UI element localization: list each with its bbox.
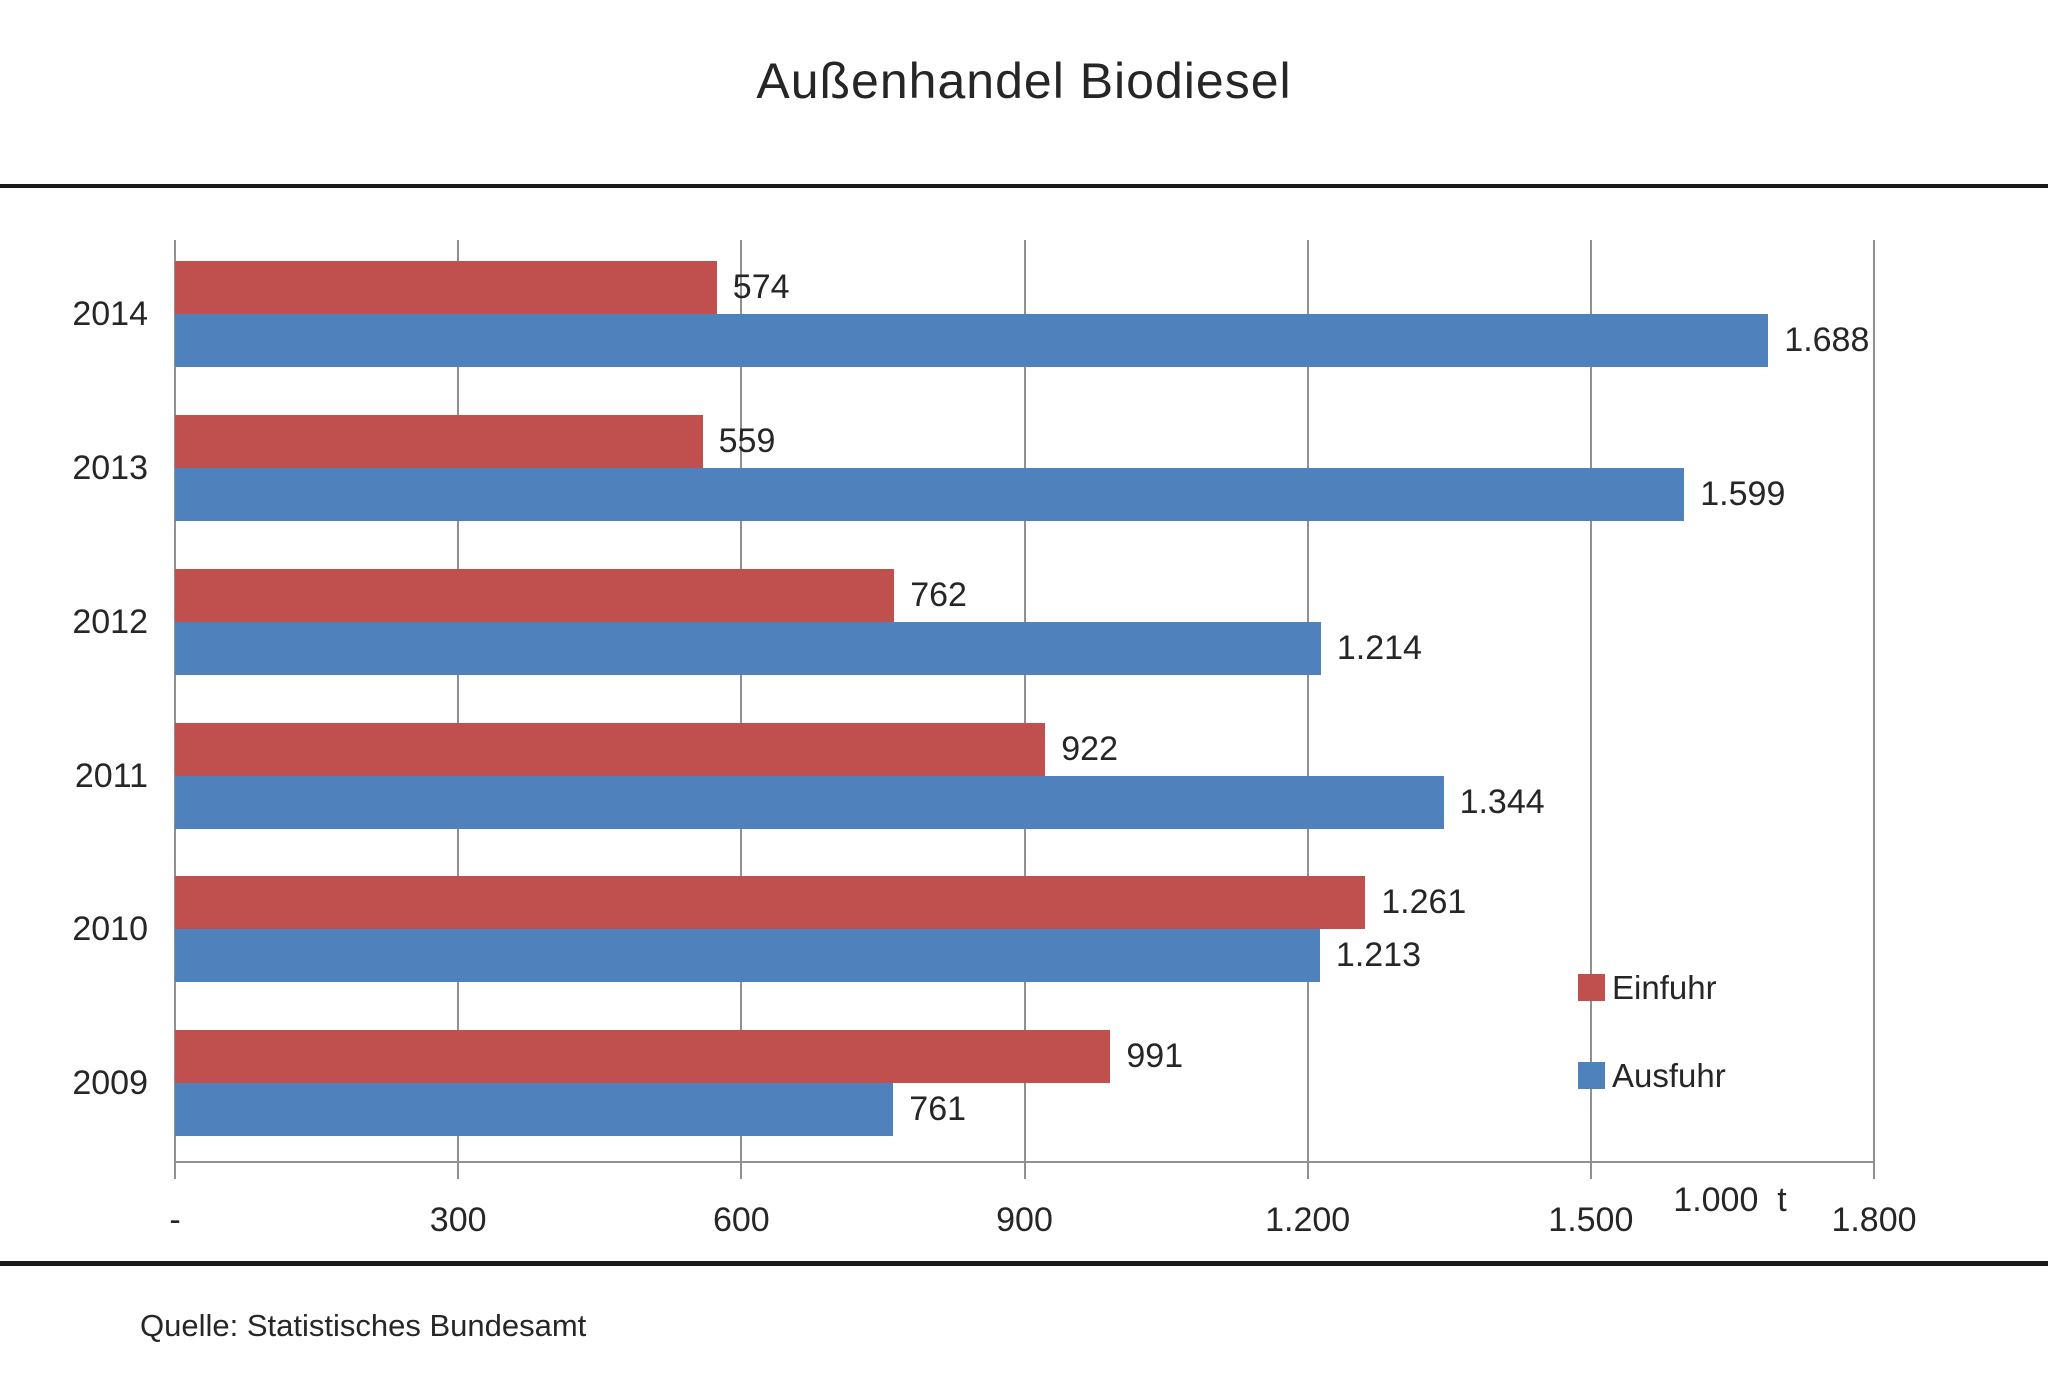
legend-swatch-ausfuhr xyxy=(1578,1062,1605,1089)
bar-value-label-ausfuhr-2012: 1.214 xyxy=(1336,628,1422,667)
gridline-1800 xyxy=(1873,240,1875,1179)
y-category-label-2014: 2014 xyxy=(72,295,148,333)
bar-value-label-einfuhr-2010: 1.261 xyxy=(1381,883,1467,922)
x-tick-label-300: 300 xyxy=(429,1201,487,1239)
x-tick-label-1800: 1.800 xyxy=(1831,1201,1917,1239)
bar-value-label-ausfuhr-2010: 1.213 xyxy=(1335,936,1422,975)
bar-value-label-ausfuhr-2009: 761 xyxy=(909,1090,967,1129)
x-tick-label-0: - xyxy=(169,1201,181,1239)
legend-swatch-einfuhr xyxy=(1578,974,1605,1001)
bar-value-label-einfuhr-2013: 559 xyxy=(718,421,776,460)
y-category-label-2013: 2013 xyxy=(72,448,148,487)
chart-title: Außenhandel Biodiesel xyxy=(756,53,1292,109)
y-category-label-2012: 2012 xyxy=(72,602,148,641)
bar-ausfuhr-2009 xyxy=(175,1083,894,1137)
bar-value-label-einfuhr-2012: 762 xyxy=(910,575,967,614)
bar-einfuhr-2010 xyxy=(175,876,1366,930)
bar-ausfuhr-2013 xyxy=(175,467,1685,521)
bar-value-label-ausfuhr-2011: 1.344 xyxy=(1459,782,1545,821)
bar-value-label-einfuhr-2011: 922 xyxy=(1061,729,1118,768)
bar-ausfuhr-2011 xyxy=(175,775,1444,829)
gridline-300 xyxy=(457,240,460,1179)
bar-value-label-ausfuhr-2014: 1.688 xyxy=(1784,321,1870,359)
x-tick-label-1200: 1.200 xyxy=(1265,1201,1351,1239)
x-tick-label-600: 600 xyxy=(712,1201,770,1239)
legend-label-einfuhr: Einfuhr xyxy=(1612,969,1717,1006)
x-axis-line xyxy=(175,1161,1874,1163)
gridline-600 xyxy=(740,240,743,1179)
legend-label-ausfuhr: Ausfuhr xyxy=(1612,1057,1726,1094)
bar-value-label-einfuhr-2009: 991 xyxy=(1126,1037,1184,1076)
bar-ausfuhr-2012 xyxy=(175,621,1321,675)
bar-einfuhr-2011 xyxy=(175,722,1046,776)
top-divider-rule xyxy=(0,184,2048,188)
x-tick-label-1500: 1.500 xyxy=(1548,1201,1634,1239)
plot-area: 574 1.688 559 1.599 762 1.214 922 1.344 1.261 1.2… xyxy=(174,240,1875,1179)
bar-einfuhr-2014 xyxy=(175,261,717,314)
bar-einfuhr-2009 xyxy=(175,1030,1111,1084)
bar-ausfuhr-2014 xyxy=(175,314,1769,367)
x-axis-unit-label: 1.000 t xyxy=(1673,1181,1787,1219)
bar-einfuhr-2012 xyxy=(175,568,895,622)
bar-einfuhr-2013 xyxy=(175,414,703,468)
gridline-1500 xyxy=(1589,240,1592,1179)
source-text: Quelle: Statistisches Bundesamt xyxy=(140,1308,587,1343)
gridline-0 xyxy=(174,240,176,1179)
y-category-label-2009: 2009 xyxy=(72,1064,148,1103)
y-category-label-2010: 2010 xyxy=(72,910,148,949)
gridline-1200 xyxy=(1306,240,1309,1179)
bar-value-label-ausfuhr-2013: 1.599 xyxy=(1700,474,1786,513)
bar-ausfuhr-2010 xyxy=(175,929,1320,983)
bar-value-label-einfuhr-2014: 574 xyxy=(732,268,790,306)
x-tick-label-900: 900 xyxy=(996,1201,1053,1239)
y-category-label-2011: 2011 xyxy=(74,756,148,795)
gridline-900 xyxy=(1023,240,1026,1179)
bottom-divider-rule xyxy=(0,1261,2048,1266)
